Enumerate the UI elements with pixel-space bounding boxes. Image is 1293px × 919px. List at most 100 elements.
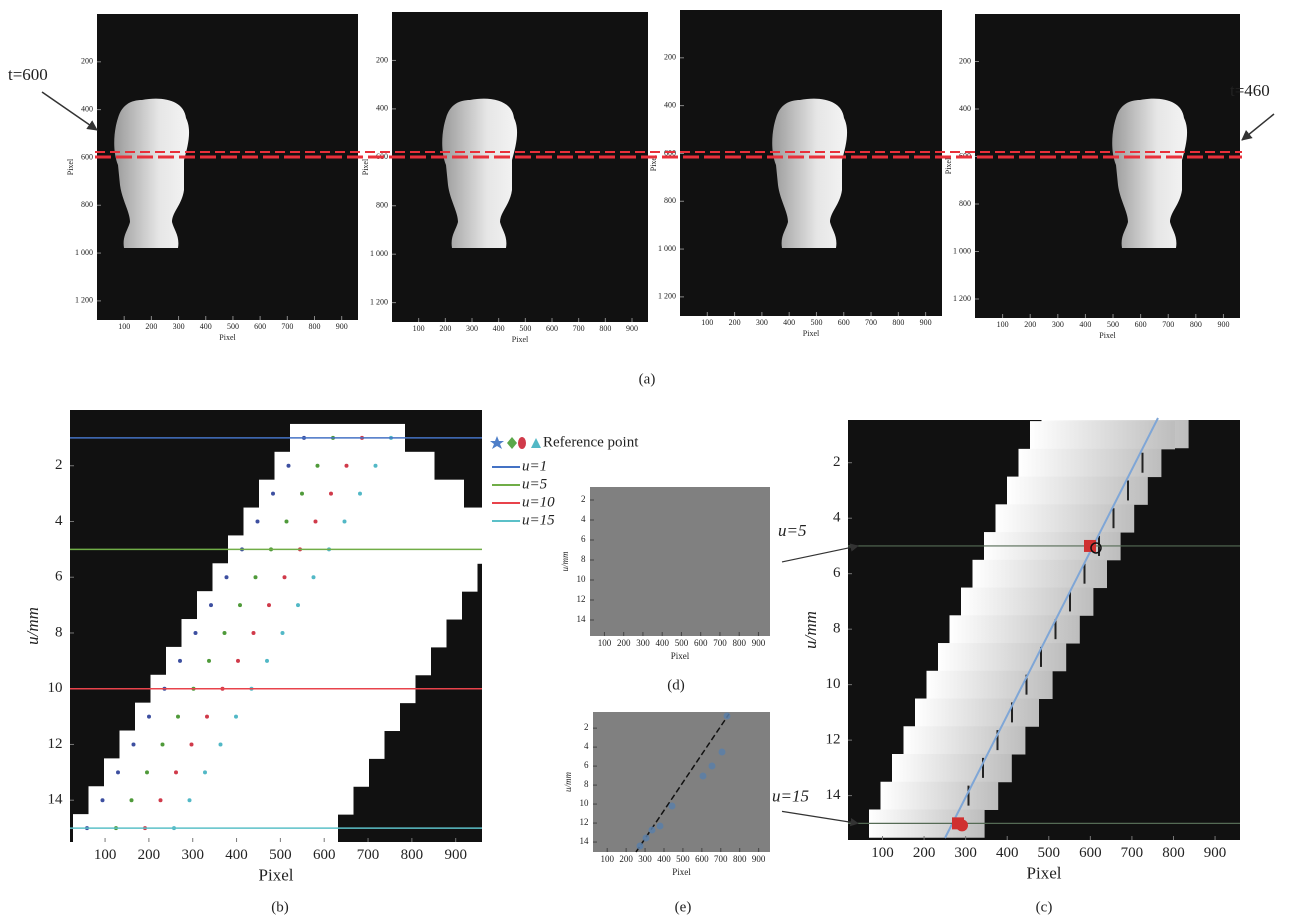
y-axis-label: u/mm bbox=[801, 611, 820, 649]
x-tick-label: 300 bbox=[636, 638, 650, 648]
x-tick-label: 600 bbox=[1135, 320, 1147, 329]
y-tick-label: 14 bbox=[580, 836, 590, 846]
sample-dot bbox=[178, 659, 182, 663]
marker-triangle bbox=[531, 438, 541, 448]
x-tick-label: 300 bbox=[466, 324, 478, 333]
x-tick-label: 800 bbox=[599, 324, 611, 333]
caption: (b) bbox=[271, 899, 289, 915]
x-tick-label: 100 bbox=[94, 847, 117, 863]
y-tick-label: 2 bbox=[55, 457, 63, 473]
y-tick-label: 1 000 bbox=[658, 244, 676, 253]
x-tick-label: 300 bbox=[954, 845, 977, 861]
x-tick-label: 800 bbox=[401, 847, 424, 863]
sample-dot bbox=[225, 575, 229, 579]
y-tick-label: 800 bbox=[376, 201, 388, 210]
x-tick-label: 400 bbox=[493, 324, 505, 333]
y-tick-label: 8 bbox=[584, 779, 589, 789]
x-tick-label: 200 bbox=[617, 638, 631, 648]
x-tick-label: 900 bbox=[444, 847, 467, 863]
fit-point bbox=[643, 835, 650, 842]
step-region bbox=[89, 786, 354, 814]
x-tick-label: 200 bbox=[619, 854, 633, 864]
y-tick-label: 8 bbox=[55, 624, 63, 640]
sample-dot bbox=[300, 492, 304, 496]
x-tick-label: 300 bbox=[756, 318, 768, 327]
fit-point bbox=[709, 763, 716, 770]
x-tick-label: 500 bbox=[269, 847, 292, 863]
x-tick-label: 900 bbox=[920, 318, 932, 327]
x-axis-label: Pixel bbox=[803, 329, 820, 338]
sample-dot bbox=[234, 715, 238, 719]
y-tick-label: 10 bbox=[580, 798, 590, 808]
y-tick-label: 1 200 bbox=[658, 292, 676, 301]
sample-dot bbox=[287, 464, 291, 468]
x-tick-label: 400 bbox=[225, 847, 248, 863]
y-tick-label: 4 bbox=[55, 513, 63, 529]
step-region bbox=[275, 452, 435, 480]
sample-dot bbox=[358, 492, 362, 496]
x-tick-label: 400 bbox=[1079, 320, 1091, 329]
figure: 100 200 300 400 500 600 700 800 900 200 400 600 800 1… bbox=[0, 0, 1293, 919]
sample-dot bbox=[265, 659, 269, 663]
y-tick-label: 4 bbox=[581, 514, 586, 524]
x-tick-label: 500 bbox=[1038, 845, 1061, 861]
x-tick-label: 700 bbox=[573, 324, 585, 333]
y-axis-label: Pixel bbox=[66, 158, 75, 175]
x-tick-label: 200 bbox=[439, 324, 451, 333]
sample-dot bbox=[194, 631, 198, 635]
caption: (d) bbox=[667, 677, 685, 693]
y-axis-label: u/mm bbox=[563, 772, 573, 793]
legend-title: Reference point bbox=[543, 434, 639, 450]
x-tick-label: 600 bbox=[546, 324, 558, 333]
fit-point bbox=[700, 773, 707, 780]
fit-point bbox=[657, 823, 664, 830]
x-tick-label: 300 bbox=[638, 854, 652, 864]
x-tick-label: 900 bbox=[1217, 320, 1229, 329]
x-tick-label: 600 bbox=[313, 847, 336, 863]
x-tick-label: 400 bbox=[655, 638, 669, 648]
sample-dot bbox=[343, 519, 347, 523]
y-tick-label: 8 bbox=[581, 554, 586, 564]
plot-area bbox=[392, 12, 648, 322]
fit-point bbox=[724, 713, 731, 720]
sample-dot bbox=[219, 742, 223, 746]
legend-label: u=15 bbox=[522, 512, 555, 528]
y-tick-label: 2 bbox=[833, 454, 841, 470]
sample-dot bbox=[314, 519, 318, 523]
x-tick-label: 800 bbox=[1190, 320, 1202, 329]
step-region bbox=[973, 560, 1108, 588]
y-tick-label: 1 000 bbox=[75, 248, 93, 257]
sample-dot bbox=[316, 464, 320, 468]
y-tick-label: 6 bbox=[581, 534, 586, 544]
y-tick-label: 14 bbox=[577, 614, 587, 624]
sample-dot bbox=[188, 798, 192, 802]
sample-dot bbox=[267, 603, 271, 607]
legend-label: u=5 bbox=[522, 476, 548, 492]
sample-dot bbox=[281, 631, 285, 635]
plot-area bbox=[593, 712, 770, 852]
plot-area bbox=[975, 14, 1240, 318]
arrow bbox=[782, 546, 858, 562]
y-tick-label: 6 bbox=[55, 569, 63, 585]
sample-dot bbox=[101, 798, 105, 802]
step-region bbox=[961, 588, 1093, 616]
x-tick-label: 100 bbox=[701, 318, 713, 327]
arrow bbox=[1242, 114, 1274, 140]
y-tick-label: 1 000 bbox=[953, 246, 971, 255]
legend-label: u=10 bbox=[522, 494, 555, 510]
y-tick-label: 12 bbox=[577, 594, 586, 604]
sample-dot bbox=[161, 742, 165, 746]
y-tick-label: 200 bbox=[664, 53, 676, 62]
sample-dot bbox=[132, 742, 136, 746]
x-tick-label: 500 bbox=[1107, 320, 1119, 329]
y-tick-label: 2 bbox=[581, 494, 586, 504]
page: 100 200 300 400 500 600 700 800 900 200 400 600 800 1… bbox=[0, 0, 1293, 919]
annotation: u=15 bbox=[772, 786, 809, 805]
reference-marker bbox=[1084, 540, 1096, 552]
x-tick-label: 800 bbox=[892, 318, 904, 327]
fit-point bbox=[669, 803, 676, 810]
x-tick-label: 600 bbox=[254, 322, 266, 331]
y-tick-label: 1 200 bbox=[370, 297, 388, 306]
y-tick-label: 800 bbox=[664, 196, 676, 205]
step-region bbox=[135, 703, 400, 731]
